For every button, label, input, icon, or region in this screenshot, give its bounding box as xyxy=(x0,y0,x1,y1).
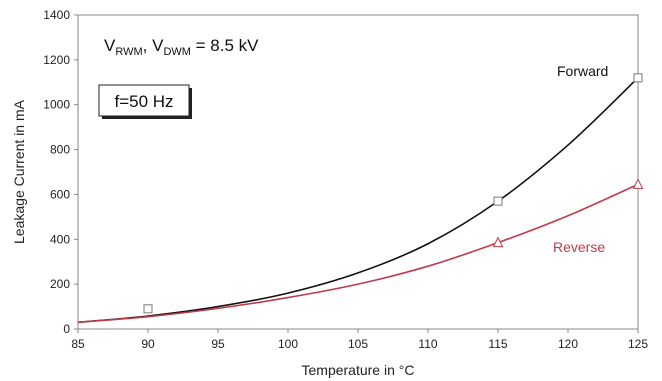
y-tick-label: 1200 xyxy=(43,53,70,67)
y-tick-label: 0 xyxy=(63,322,70,336)
frequency-annotation: f=50 Hz xyxy=(114,92,173,111)
frequency-box xyxy=(98,84,190,117)
x-tick-label: 110 xyxy=(418,337,437,351)
x-tick-label: 120 xyxy=(558,337,578,351)
y-tick-label: 1400 xyxy=(43,8,70,22)
x-tick-label: 125 xyxy=(628,337,648,351)
series-line-forward xyxy=(77,77,639,324)
x-axis-ticks: 85 90 95 100 105 110 115 120 125 xyxy=(71,329,648,351)
series-markers xyxy=(143,73,644,314)
data-point-forward xyxy=(633,73,643,83)
data-point-reverse xyxy=(632,178,644,189)
y-axis-ticks: 0 200 400 600 800 1000 1200 1400 xyxy=(43,8,78,336)
data-point-reverse xyxy=(492,236,504,248)
x-tick-label: 100 xyxy=(278,337,298,351)
x-tick-label: 90 xyxy=(141,337,155,351)
series-line-reverse xyxy=(77,183,639,324)
x-axis-title: Temperature in °C xyxy=(302,362,415,378)
data-point-forward xyxy=(493,196,503,206)
data-point-forward xyxy=(143,304,153,314)
series-curves xyxy=(77,77,639,324)
series-label-reverse: Reverse xyxy=(553,239,605,255)
x-tick-label: 105 xyxy=(348,337,368,351)
x-tick-label: 85 xyxy=(71,337,85,351)
y-tick-label: 400 xyxy=(50,232,70,246)
y-axis-title: Leakage Current in mA xyxy=(11,99,27,244)
x-tick-label: 95 xyxy=(211,337,225,351)
y-tick-label: 600 xyxy=(50,187,70,201)
voltage-annotation: VRWM, VDWM = 8.5 kV xyxy=(104,36,259,58)
y-tick-label: 800 xyxy=(50,143,70,157)
plot-area xyxy=(77,14,639,330)
series-label-forward: Forward xyxy=(557,63,608,79)
y-tick-label: 1000 xyxy=(43,98,70,112)
y-tick-label: 200 xyxy=(50,277,70,291)
x-tick-label: 115 xyxy=(488,337,507,351)
